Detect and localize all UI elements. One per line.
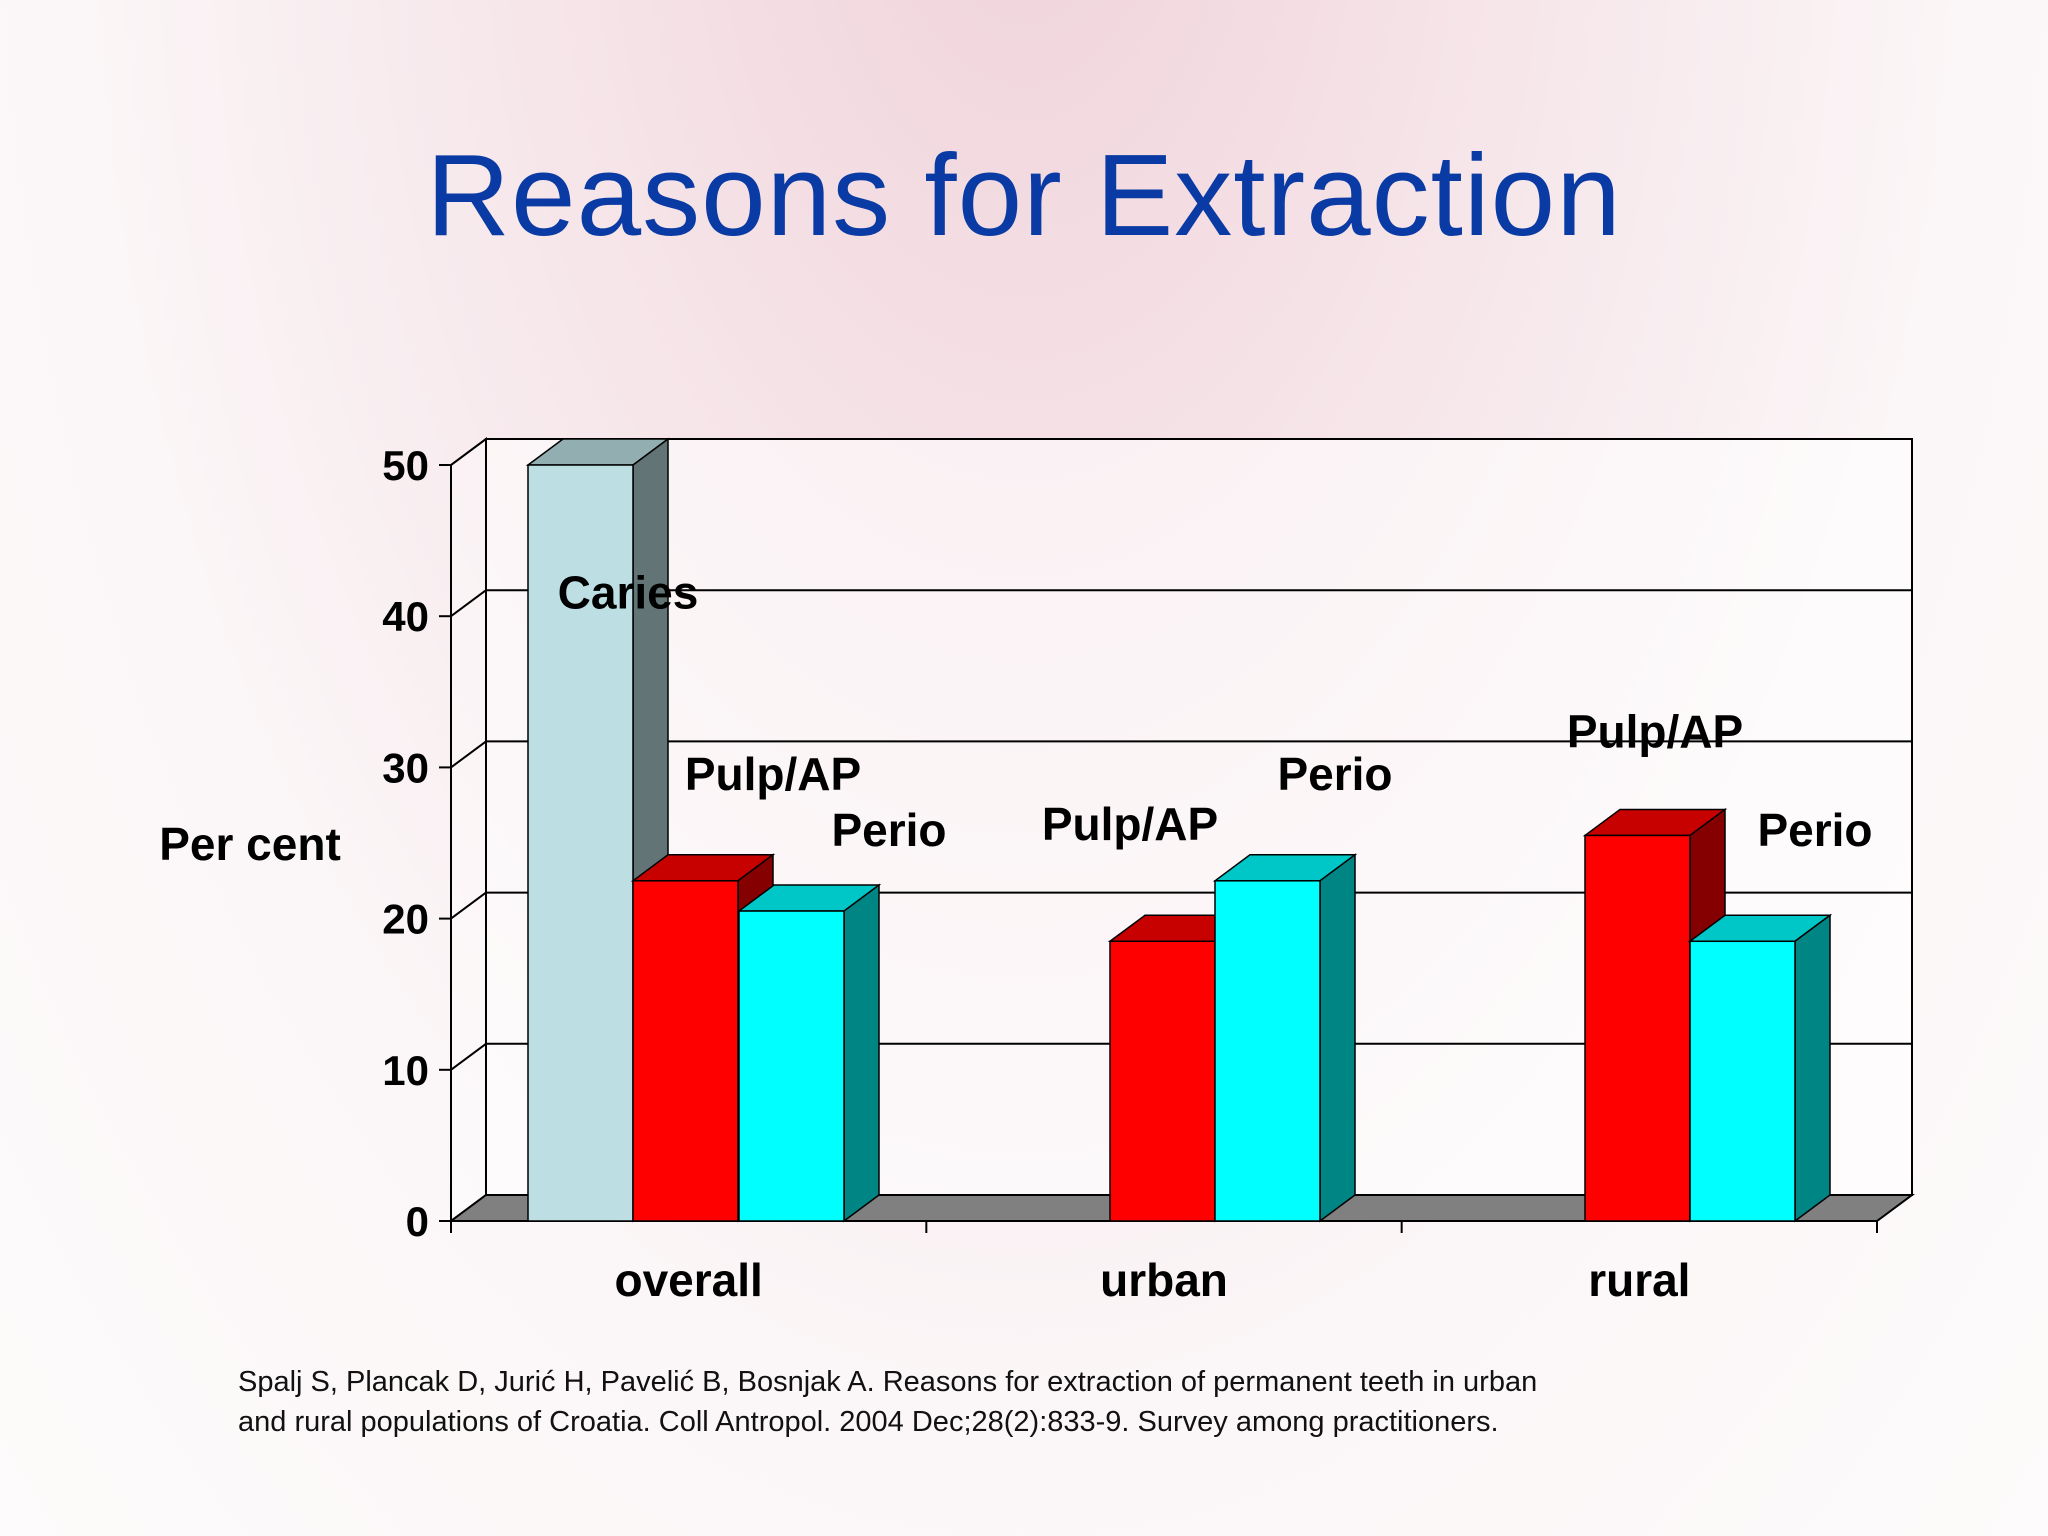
bar-front (1109, 940, 1216, 1222)
bar-side (843, 883, 880, 1223)
x-tick-label: overall (615, 1254, 763, 1306)
bar-side (1794, 913, 1831, 1223)
bar-label: Caries (558, 567, 699, 619)
bar-label: Perio (1757, 804, 1872, 856)
bar-front (527, 464, 634, 1222)
bar-urban-perio (1212, 853, 1358, 1223)
citation-line-1: Spalj S, Plancak D, Jurić H, Pavelić B, … (238, 1366, 1538, 1398)
y-axis-label: Per cent (159, 818, 341, 870)
bar-front (1214, 880, 1321, 1222)
chart-bars (525, 437, 1833, 1223)
bar-label: Perio (831, 804, 946, 856)
gridline-diagonal (450, 589, 487, 618)
gridline-diagonal (450, 1042, 487, 1071)
y-tick-label: 40 (382, 593, 429, 640)
bar-front (632, 880, 739, 1222)
bar-label: Pulp/AP (1042, 798, 1218, 850)
y-tick-label: 10 (382, 1047, 429, 1094)
gridline-diagonal (450, 438, 487, 466)
bar-front (1689, 940, 1796, 1222)
y-tick-label: 0 (406, 1198, 429, 1245)
bar-side (1319, 853, 1356, 1223)
y-tick-label: 20 (382, 896, 429, 943)
gridline-diagonal (450, 740, 487, 769)
bar-label: Pulp/AP (685, 748, 861, 800)
y-tick-label: 50 (382, 442, 429, 489)
bar-overall-perio (736, 883, 882, 1223)
bar-front (1584, 834, 1691, 1222)
bar-label: Perio (1277, 748, 1392, 800)
slide-title: Reasons for Extraction (426, 130, 1622, 260)
chart-labels: 0 10 20 30 40 50 overall urban rural Per cent Cari… (159, 442, 1872, 1306)
gridline-diagonal (450, 891, 487, 920)
citation-line-2: and rural populations of Croatia. Coll A… (238, 1406, 1499, 1438)
bar-label: Pulp/AP (1567, 706, 1743, 758)
x-tick-label: urban (1100, 1254, 1228, 1306)
citation: Spalj S, Plancak D, Jurić H, Pavelić B, … (238, 1362, 1858, 1442)
y-tick-label: 30 (382, 744, 429, 791)
x-tick-label: rural (1588, 1254, 1690, 1306)
chart-side-wall (450, 437, 487, 1223)
bar-rural-perio (1687, 913, 1833, 1223)
bar-front (738, 910, 845, 1222)
